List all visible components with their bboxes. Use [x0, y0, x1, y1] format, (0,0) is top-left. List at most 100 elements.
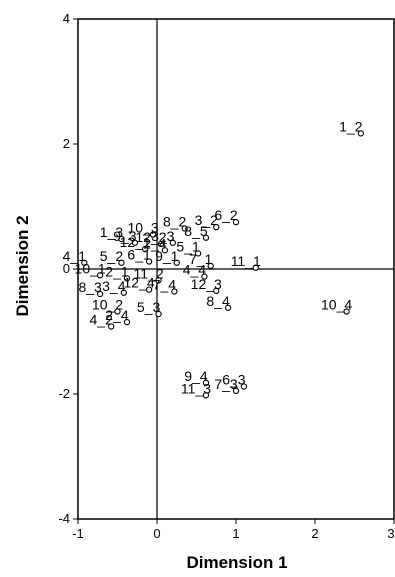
point-marker — [161, 247, 169, 254]
data-point: 2_4 — [143, 235, 169, 254]
point-label: 8_3 — [78, 279, 102, 295]
point-marker — [171, 288, 178, 295]
data-point: 10_3 — [127, 220, 159, 238]
point-marker — [213, 287, 220, 295]
x-tick-label: 2 — [311, 526, 318, 541]
point-label: 6_3 — [222, 372, 246, 388]
point-marker — [149, 231, 157, 238]
point-label: 12_2 — [135, 229, 166, 245]
data-point: 4_4 — [183, 262, 208, 280]
y-tick-label: -4 — [58, 511, 70, 526]
data-point: 5_3 — [137, 299, 162, 318]
point-label: 2_1 — [105, 263, 129, 279]
point-marker — [202, 379, 210, 386]
point-marker — [202, 234, 210, 241]
data-point: 10_1 — [75, 260, 106, 279]
point-marker — [173, 259, 180, 266]
point-marker — [118, 259, 125, 266]
point-label: 9_4 — [184, 368, 208, 384]
point-marker — [123, 275, 131, 282]
point-marker — [202, 392, 210, 399]
point-label: 4_4 — [183, 262, 207, 278]
data-point: 4_2 — [90, 312, 115, 330]
point-label: 6_1 — [127, 247, 151, 263]
point-marker — [232, 218, 240, 226]
point-label: 5_3 — [137, 299, 161, 315]
point-marker — [194, 250, 202, 257]
point-label: 2_4 — [105, 307, 129, 323]
point-label: 11_3 — [181, 380, 211, 396]
point-label: 4_1 — [63, 248, 87, 264]
y-tick-label: 2 — [63, 136, 70, 151]
point-marker — [252, 264, 259, 271]
point-label: 10_2 — [92, 297, 123, 313]
x-tick-label: 3 — [387, 526, 394, 541]
point-marker — [207, 262, 214, 270]
point-marker — [96, 272, 104, 279]
data-point: 2_4 — [105, 307, 131, 326]
point-marker — [224, 304, 232, 311]
point-marker — [157, 240, 165, 248]
data-point: 7_3 — [214, 376, 240, 395]
point-marker — [232, 387, 240, 395]
point-label: 9_3 — [113, 228, 137, 244]
point-label: 3_3 — [151, 228, 175, 244]
point-label: 10_3 — [127, 220, 158, 236]
data-point: 10_4 — [321, 297, 352, 315]
data-point: 11_3 — [181, 380, 211, 399]
data-point: 1_2 — [339, 118, 364, 137]
point-label: 11_1 — [231, 253, 261, 269]
data-point: 8_3 — [78, 279, 104, 298]
x-tick-label: 0 — [153, 526, 160, 541]
data-points: 1_210_3 8_2 3_26_21_39_312_23_3 8_512_12_4 5… — [63, 118, 364, 399]
data-point: 11_2 — [134, 265, 164, 284]
data-point: 3_2 — [195, 212, 220, 231]
point-marker — [201, 273, 208, 280]
point-label: 3_4 — [102, 278, 126, 294]
data-point: 12_4 — [124, 275, 155, 293]
data-point: 3_3 — [151, 228, 176, 246]
point-label: 8_4 — [206, 293, 230, 309]
y-tick-label: 0 — [63, 261, 70, 276]
point-label: 3_2 — [195, 212, 219, 228]
data-point: 6_3 — [222, 372, 248, 390]
point-marker — [96, 290, 104, 298]
data-point: 8_4 — [206, 293, 232, 311]
data-point: 9_1 — [155, 248, 180, 266]
point-label: 6_2 — [214, 207, 238, 223]
y-tick-label: -2 — [58, 386, 70, 401]
point-label: 8_5 — [184, 223, 208, 239]
point-marker — [155, 310, 162, 318]
point-marker — [145, 286, 153, 293]
data-point: 5_2 — [100, 248, 125, 266]
data-point: 9_4 — [184, 368, 210, 386]
point-marker — [155, 277, 162, 284]
data-point: 6_2 — [214, 207, 240, 226]
point-marker — [145, 258, 153, 265]
data-point: 12_1 — [120, 234, 151, 253]
axis-ticks: -1 0 1 2 3 -4 -2 0 2 4 — [58, 11, 394, 541]
point-label: 12_4 — [124, 275, 155, 291]
point-marker — [131, 239, 139, 246]
data-point: 9_3 — [113, 228, 139, 246]
point-marker — [169, 239, 176, 246]
point-marker — [81, 259, 88, 266]
reference-lines — [78, 19, 394, 519]
x-tick-label: 1 — [232, 526, 239, 541]
point-marker — [181, 225, 188, 232]
point-label: 1_2 — [339, 118, 363, 134]
data-point: 3_4 — [102, 278, 127, 296]
data-point: 12_3 — [191, 276, 222, 295]
y-tick-label: 4 — [63, 11, 70, 26]
point-marker — [120, 289, 127, 296]
data-point: 8_2 — [163, 213, 188, 232]
point-label: 7_1 — [189, 251, 213, 267]
point-label: 2_4 — [143, 235, 167, 251]
point-marker — [357, 130, 364, 137]
data-point: 6_1 — [127, 247, 153, 265]
data-point: 2_1 — [105, 263, 131, 282]
point-label: 8_2 — [163, 213, 187, 229]
data-point: 11_1 — [231, 253, 261, 271]
point-label: 9_1 — [155, 248, 179, 264]
